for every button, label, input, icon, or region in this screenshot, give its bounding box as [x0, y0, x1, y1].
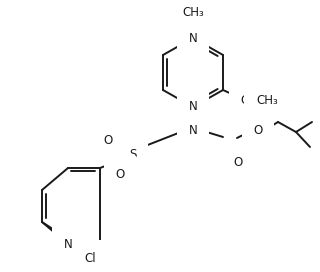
Text: O: O: [233, 156, 243, 168]
Text: N: N: [64, 237, 72, 251]
Text: Cl: Cl: [84, 252, 96, 264]
Text: CH₃: CH₃: [182, 5, 204, 18]
Text: O: O: [240, 94, 250, 107]
Text: CH₃: CH₃: [256, 94, 278, 107]
Text: O: O: [103, 134, 113, 147]
Text: N: N: [188, 32, 197, 45]
Text: O: O: [116, 168, 124, 181]
Text: N: N: [188, 100, 197, 113]
Text: O: O: [253, 123, 263, 137]
Text: S: S: [129, 149, 137, 162]
Text: N: N: [188, 123, 197, 137]
